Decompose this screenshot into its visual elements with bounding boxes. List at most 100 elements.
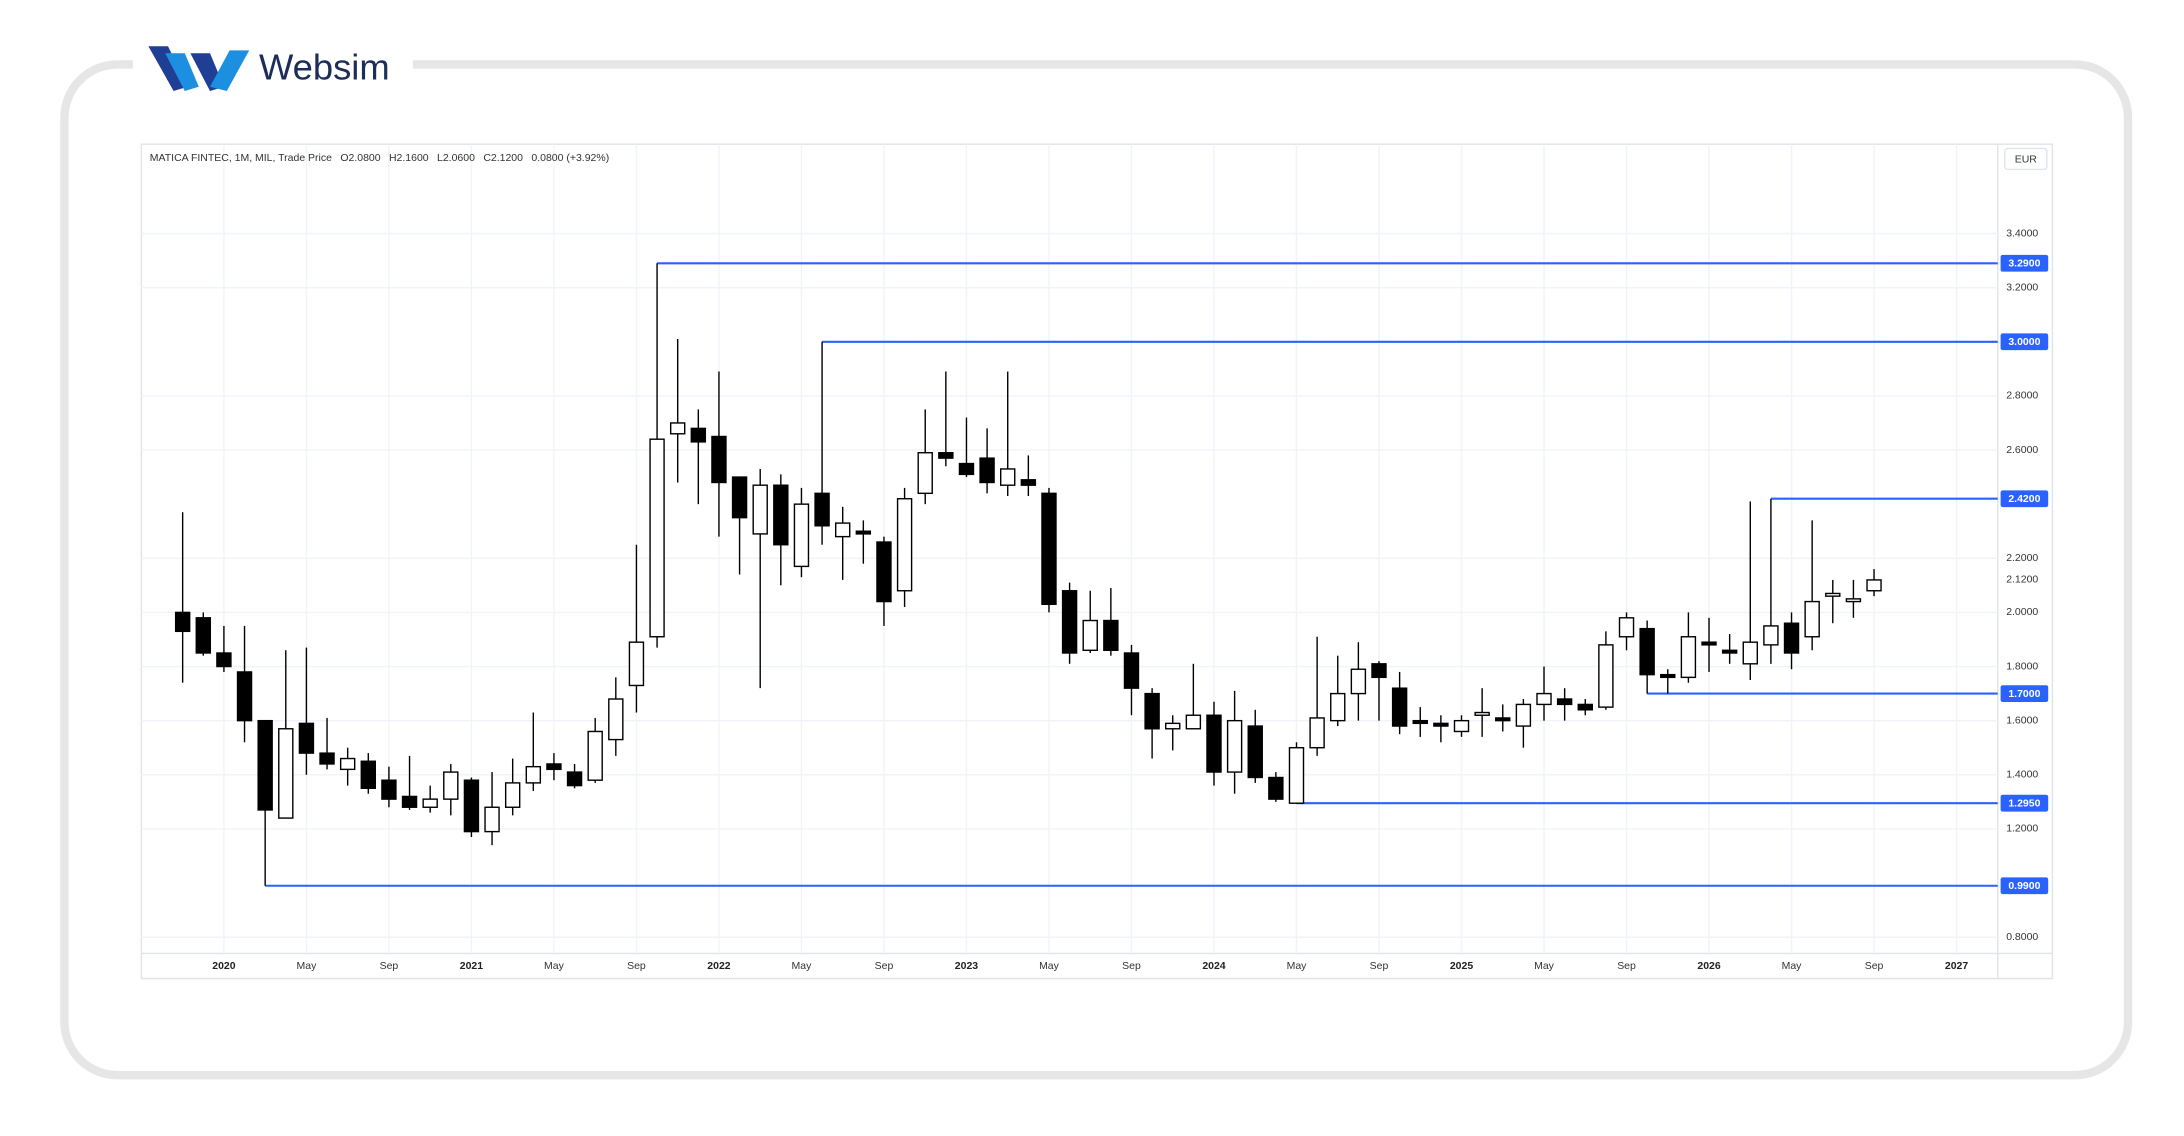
candle-body bbox=[608, 698, 624, 741]
candle-body bbox=[1247, 725, 1263, 779]
x-tick-label: Sep bbox=[1617, 961, 1636, 972]
x-tick-label: Sep bbox=[627, 961, 646, 972]
x-tick-label: Sep bbox=[380, 961, 399, 972]
candle-body bbox=[319, 752, 335, 765]
header-field: H2.1600 bbox=[389, 153, 429, 164]
candle-body bbox=[1556, 698, 1573, 706]
marks bbox=[174, 262, 1998, 887]
candle-body bbox=[566, 771, 583, 787]
y-tick-label: 1.8000 bbox=[2006, 661, 2038, 672]
y-tick-label: 2.2000 bbox=[2006, 553, 2038, 564]
candle-body bbox=[1123, 652, 1140, 689]
candle-body bbox=[752, 484, 768, 535]
y-tick-label: 2.8000 bbox=[2006, 391, 2038, 402]
x-tick-label: May bbox=[544, 961, 565, 972]
x-tick-label: Sep bbox=[875, 961, 894, 972]
candle-body bbox=[1165, 722, 1181, 730]
header-field: 0.0800 (+3.92%) bbox=[531, 153, 609, 164]
x-tick-label: 2022 bbox=[707, 961, 730, 972]
x-tick-label: 2025 bbox=[1450, 961, 1473, 972]
candle-body bbox=[979, 457, 995, 484]
x-tick-label: May bbox=[1782, 961, 1803, 972]
candle-body bbox=[628, 641, 645, 687]
y-tick-label: 1.6000 bbox=[2006, 715, 2038, 726]
candle-body bbox=[1536, 692, 1552, 706]
candle-body bbox=[360, 760, 377, 790]
candle-body bbox=[1825, 592, 1841, 597]
level-label: 1.7000 bbox=[2008, 689, 2040, 700]
x-tick-label: 2021 bbox=[460, 961, 483, 972]
candle-body bbox=[1350, 668, 1367, 695]
y-tick-label: 0.8000 bbox=[2006, 932, 2038, 943]
logo-icon bbox=[148, 46, 250, 91]
candle-body bbox=[1020, 479, 1037, 486]
header-field: C2.1200 bbox=[483, 153, 523, 164]
level-label: 1.2950 bbox=[2008, 799, 2040, 810]
candle-body bbox=[1082, 619, 1098, 651]
level-label: 3.0000 bbox=[2008, 337, 2040, 348]
candle-body bbox=[1474, 711, 1490, 716]
candle-body bbox=[1515, 703, 1532, 727]
level-label-box bbox=[2000, 877, 2049, 895]
candle-body bbox=[690, 427, 707, 443]
candle-body bbox=[1701, 641, 1717, 646]
header: MATICA FINTEC, 1M, MIL, Trade Price O2.08… bbox=[150, 153, 609, 164]
y-tick-label: 3.4000 bbox=[2006, 228, 2038, 239]
candle-body bbox=[1226, 719, 1243, 773]
candle-body bbox=[1742, 641, 1758, 665]
x-tick-label: 2020 bbox=[212, 961, 235, 972]
level-label-box bbox=[2000, 794, 2049, 812]
y-tick-label: 3.2000 bbox=[2006, 282, 2038, 293]
header-field: L2.0600 bbox=[437, 153, 475, 164]
candle-body bbox=[1268, 776, 1284, 800]
candle-body bbox=[1000, 468, 1016, 486]
labels: 0.8000 1.2000 1.4000 1.6000 1.8000 2.0000 2.20… bbox=[212, 228, 2049, 972]
x-tick-label: May bbox=[792, 961, 813, 972]
candle-body bbox=[1721, 649, 1738, 654]
candle-body bbox=[649, 438, 665, 638]
candle-body bbox=[1391, 687, 1408, 727]
candle-body bbox=[381, 779, 397, 800]
candle-body bbox=[773, 484, 789, 546]
candle-body bbox=[793, 503, 810, 568]
candle-body bbox=[195, 617, 211, 654]
candle-body bbox=[1371, 663, 1387, 679]
level-label: 0.9900 bbox=[2008, 881, 2040, 892]
candle-body bbox=[443, 771, 459, 800]
candle-body bbox=[525, 765, 542, 784]
x-tick-label: 2023 bbox=[955, 961, 978, 972]
candle-body bbox=[958, 462, 975, 476]
candle-body bbox=[401, 795, 418, 808]
candle-body bbox=[1495, 717, 1511, 722]
x-tick-label: Sep bbox=[1122, 961, 1141, 972]
candle-body bbox=[1804, 600, 1820, 638]
candle-body bbox=[1618, 617, 1635, 638]
candle-body bbox=[896, 498, 913, 592]
candle-body bbox=[1845, 598, 1862, 603]
x-tick-label: Sep bbox=[1370, 961, 1389, 972]
candle-body bbox=[834, 522, 851, 538]
x-tick-label: 2024 bbox=[1202, 961, 1225, 972]
candle-body bbox=[1309, 717, 1325, 749]
candle-body bbox=[278, 728, 294, 819]
x-tick-label: May bbox=[1287, 961, 1308, 972]
candle-body bbox=[1103, 619, 1119, 651]
x-tick-label: May bbox=[1039, 961, 1060, 972]
candle-body bbox=[298, 722, 315, 754]
level-label-box bbox=[2000, 685, 2049, 702]
last-price-label: 2.1200 bbox=[2006, 575, 2038, 586]
candle-body bbox=[938, 452, 954, 459]
candle-body bbox=[1412, 719, 1428, 725]
candle-body bbox=[174, 611, 191, 633]
x-tick-label: 2027 bbox=[1945, 961, 1968, 972]
header-field: O2.0800 bbox=[340, 153, 380, 164]
candle-body bbox=[504, 782, 521, 808]
candle-body bbox=[1598, 644, 1614, 708]
candle-body bbox=[1330, 692, 1346, 722]
candle-body bbox=[1433, 722, 1449, 727]
candle-body bbox=[1577, 703, 1593, 711]
candle-body bbox=[339, 757, 356, 771]
candle-body bbox=[1185, 714, 1202, 730]
candle-body bbox=[1061, 590, 1078, 654]
